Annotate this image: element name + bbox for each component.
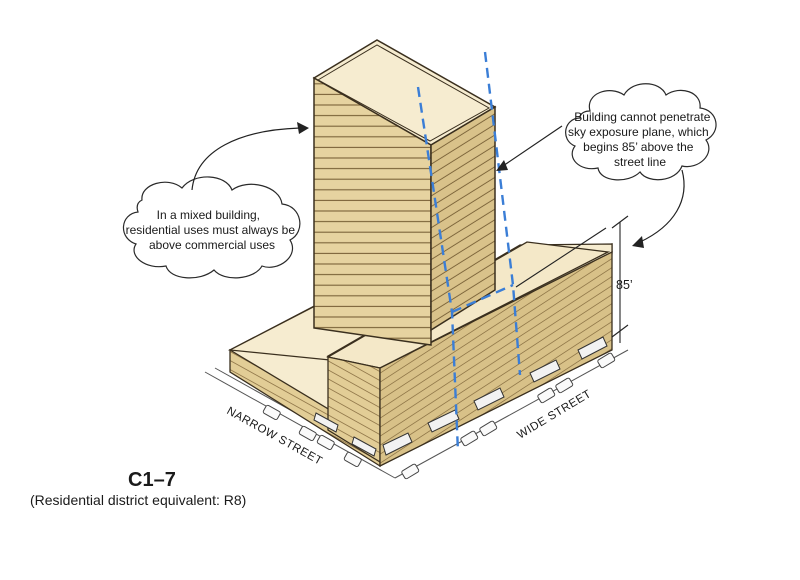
height-dimension (515, 215, 629, 343)
podium-right-face (379, 250, 613, 468)
arrowheads (297, 122, 644, 248)
sky-plane-callout-text: Building cannot penetrate sky exposure p… (568, 110, 714, 169)
cars-wide-street (401, 352, 616, 480)
callout-arrows (191, 125, 685, 243)
mixed-use-callout-text: In a mixed building, residential uses mu… (126, 208, 299, 252)
zone-subtitle: (Residential district equivalent: R8) (30, 492, 247, 508)
mixed-use-callout-cloud (122, 176, 301, 279)
arrowhead-podium (632, 236, 644, 248)
arrowhead-sky-plane (496, 160, 508, 171)
tower-roof-parapet (316, 44, 491, 142)
sky-exposure-plane (416, 51, 522, 453)
arrowhead-tower (297, 122, 309, 134)
podium-front-face (327, 356, 381, 464)
tower-left-face (313, 76, 432, 346)
sky-plane-callout-cloud (565, 83, 717, 181)
tower-right-face (430, 105, 496, 332)
cars-narrow-street (262, 404, 362, 468)
tower (312, 39, 497, 346)
zone-title: C1–7 (128, 469, 176, 491)
awnings (313, 336, 608, 457)
height-label: 85’ (616, 278, 633, 292)
